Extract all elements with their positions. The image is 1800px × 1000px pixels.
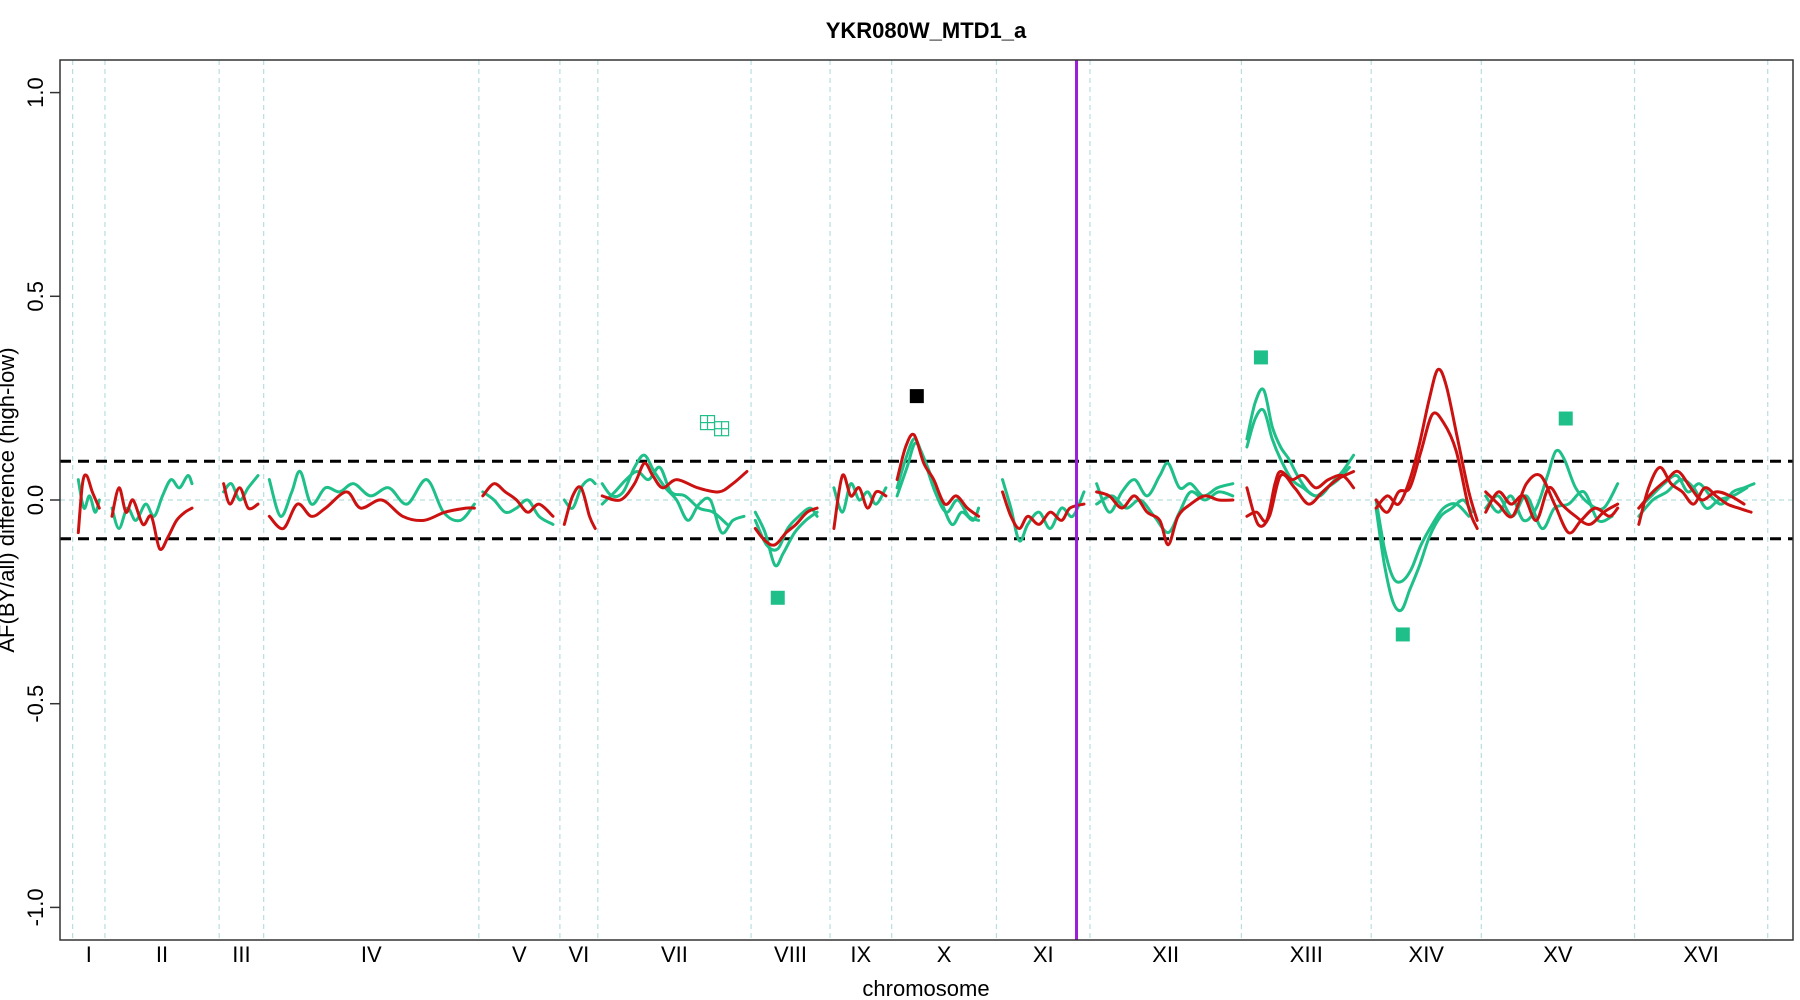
series-line-red-1	[110, 486, 194, 552]
series-line-red-12	[1245, 470, 1356, 523]
series-line-red-11	[1095, 490, 1235, 547]
series-line-red-8	[832, 473, 888, 530]
series-line-red-10	[1001, 490, 1086, 530]
x-tick-label-X: X	[937, 942, 952, 967]
x-tick-label-XIII: XIII	[1290, 942, 1323, 967]
y-tick-label-0: -1.0	[23, 888, 48, 926]
x-tick-label-I: I	[86, 942, 92, 967]
y-tick-label-2: 0.0	[23, 485, 48, 516]
x-tick-label-IV: IV	[361, 942, 382, 967]
x-tick-label-XIV: XIV	[1409, 942, 1445, 967]
series-line-red-2	[222, 482, 260, 511]
point-marker-6	[1558, 411, 1573, 426]
series-line-green-19	[1374, 498, 1471, 584]
series-line-green-2	[222, 474, 260, 502]
y-tick-label-3: 0.5	[23, 281, 48, 312]
y-axis: -1.0 -0.5 0.0 0.5 1.0	[23, 77, 60, 926]
series-line-red-17	[1484, 472, 1620, 535]
series-line-red-19	[1637, 469, 1746, 510]
point-marker-1	[713, 421, 730, 437]
series-line-green-4	[481, 490, 555, 526]
series-line-green-18	[1374, 498, 1474, 613]
x-tick-label-VII: VII	[661, 942, 688, 967]
series-line-green-7	[600, 465, 729, 526]
series-line-red-15	[1374, 411, 1479, 530]
x-tick-label-XI: XI	[1033, 942, 1054, 967]
series-line-red-7	[753, 506, 819, 547]
chart-title: YKR080W_MTD1_a	[826, 18, 1027, 43]
series-line-red-3	[267, 490, 476, 531]
series-line-red-4	[481, 482, 555, 518]
y-axis-label: AF(BY/all) difference (high-low)	[0, 347, 19, 652]
series-lines	[76, 367, 1756, 613]
series-line-green-13	[1001, 478, 1086, 543]
x-axis: I II III IV V VI VII VIII IX X XI XII XIII XIV XV XVI	[86, 942, 1719, 967]
series-line-green-23	[1637, 478, 1749, 518]
y-tick-label-4: 1.0	[23, 77, 48, 108]
x-tick-label-XV: XV	[1543, 942, 1573, 967]
x-tick-label-IX: IX	[850, 942, 871, 967]
point-marker-2	[770, 590, 785, 605]
point-marker-3	[909, 389, 924, 404]
grid-lines	[60, 60, 1793, 940]
x-tick-label-III: III	[232, 942, 250, 967]
x-tick-label-II: II	[156, 942, 168, 967]
series-line-red-0	[76, 473, 101, 535]
y-tick-label-1: -0.5	[23, 685, 48, 723]
series-line-green-8	[753, 510, 819, 568]
series-line-green-12	[895, 441, 981, 522]
series-line-green-15	[1095, 490, 1235, 535]
x-axis-label: chromosome	[862, 976, 989, 1000]
x-tick-label-VIII: VIII	[774, 942, 807, 967]
series-line-green-22	[1637, 473, 1756, 510]
x-tick-label-VI: VI	[568, 942, 589, 967]
series-line-red-18	[1637, 465, 1753, 526]
series-line-green-3	[267, 469, 476, 523]
series-line-green-21	[1484, 490, 1614, 531]
series-line-green-9	[753, 506, 819, 552]
point-marker-4	[1253, 350, 1268, 365]
point-marker-0	[699, 414, 716, 431]
x-tick-label-XII: XII	[1152, 942, 1179, 967]
series-line-red-9	[895, 432, 981, 518]
x-tick-label-XVI: XVI	[1683, 942, 1718, 967]
points	[699, 350, 1573, 642]
x-tick-label-V: V	[512, 942, 527, 967]
series-line-green-10	[832, 482, 888, 514]
point-marker-5	[1395, 627, 1410, 642]
series-line-red-13	[1245, 470, 1356, 528]
series-line-red-6	[600, 461, 749, 502]
series-line-red-5	[562, 485, 597, 530]
series-line-red-14	[1374, 367, 1479, 522]
